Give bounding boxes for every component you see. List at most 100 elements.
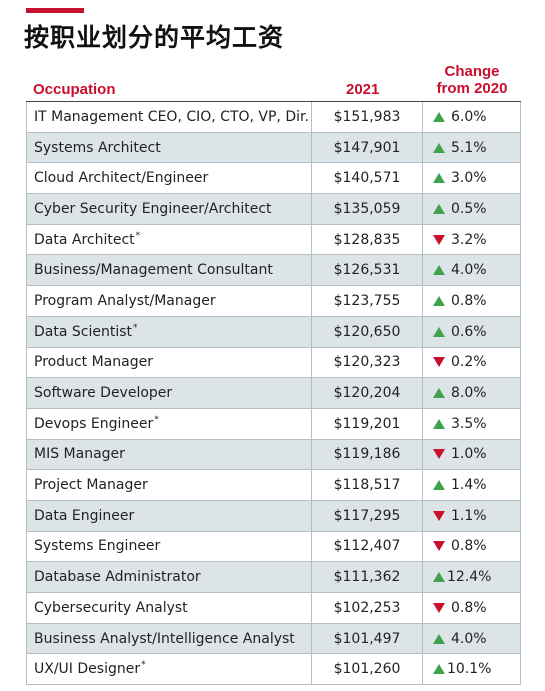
occupation-name: Database Administrator [34,569,201,586]
change-value: 0.5% [451,200,487,217]
arrow-down-icon [433,234,445,245]
change-cell: 12.4% [422,562,521,592]
salary-cell: $128,835 [311,224,422,255]
arrow-up-icon [433,418,445,429]
occupation-name: IT Management CEO, CIO, CTO, VP, Dir. [34,108,309,125]
arrow-up-icon [433,572,445,583]
salary-cell: $120,650 [311,316,422,347]
change-cell: 10.1% [422,654,521,685]
table-row: Program Analyst/Manager $123,755 0.8% [26,286,521,317]
occupation-cell: Cloud Architect/Engineer [26,163,311,194]
header-change-line1: Change [444,63,500,80]
accent-bar [26,8,84,13]
change-value: 6.0% [451,108,487,125]
table-row: Database Administrator $111,362 12.4% [26,562,521,593]
arrow-up-icon [433,203,445,214]
salary-cell: $111,362 [311,562,422,592]
salary-cell: $140,571 [311,163,422,194]
arrow-up-icon [433,326,445,337]
header-change-line2: from 2020 [436,80,508,97]
header-occupation: Occupation [33,81,116,98]
change-cell: 6.0% [422,102,521,132]
occupation-name: Data Architect [34,231,135,248]
change-cell: 1.4% [422,470,521,500]
change-cell: 5.1% [422,132,521,163]
change-value: 10.1% [447,661,492,678]
change-cell: 4.0% [422,623,521,654]
occupation-cell: Project Manager [26,470,311,500]
occupation-name: Business Analyst/Intelligence Analyst [34,630,295,647]
arrow-up-icon [433,265,445,276]
change-value: 3.0% [451,170,487,187]
occupation-cell: UX/UI Designer * [26,654,311,685]
occupation-cell: Systems Engineer [26,531,311,562]
occupation-name: Cloud Architect/Engineer [34,170,209,187]
salary-cell: $119,186 [311,439,422,470]
occupation-cell: Business/Management Consultant [26,255,311,286]
occupation-cell: Systems Architect [26,132,311,163]
header-year: 2021 [346,81,380,98]
change-cell: 3.0% [422,163,521,194]
occupation-cell: Program Analyst/Manager [26,286,311,316]
change-value: 4.0% [451,630,487,647]
occupation-cell: Cybersecurity Analyst [26,593,311,623]
page-title: 按职业划分的平均工资 [24,23,285,52]
occupation-cell: Software Developer [26,378,311,408]
occupation-cell: IT Management CEO, CIO, CTO, VP, Dir. [26,102,311,132]
arrow-down-icon [433,541,445,552]
table-row: Data Scientist * $120,650 0.6% [26,316,521,348]
occupation-name: Cybersecurity Analyst [34,599,188,616]
occupation-cell: Data Architect * [26,224,311,255]
change-value: 0.8% [451,538,487,555]
change-value: 0.6% [451,323,487,340]
occupation-name: MIS Manager [34,446,125,463]
arrow-up-icon [433,295,445,306]
change-value: 1.4% [451,477,487,494]
occupation-cell: Business Analyst/Intelligence Analyst [26,623,311,654]
salary-cell: $119,201 [311,408,422,439]
change-cell: 0.5% [422,194,521,224]
change-cell: 3.2% [422,224,521,255]
salary-cell: $135,059 [311,194,422,224]
arrow-down-icon [433,449,445,460]
table-row: Cyber Security Engineer/Architect $135,05… [26,194,521,225]
change-value: 3.5% [451,415,487,432]
change-value: 0.8% [451,599,487,616]
arrow-up-icon [433,173,445,184]
salary-cell: $117,295 [311,500,422,531]
table-row: Cybersecurity Analyst $102,253 0.8% [26,593,521,624]
change-cell: 0.8% [422,531,521,562]
occupation-name: Data Scientist [34,323,132,340]
change-cell: 1.0% [422,439,521,470]
table-row: MIS Manager $119,186 1.0% [26,439,521,471]
table-row: Project Manager $118,517 1.4% [26,470,521,501]
change-cell: 0.6% [422,316,521,347]
change-value: 8.0% [451,385,487,402]
change-cell: 1.1% [422,500,521,531]
change-value: 1.1% [451,507,487,524]
occupation-name: UX/UI Designer [34,661,141,678]
table-row: Business Analyst/Intelligence Analyst $10… [26,623,521,655]
change-value: 0.8% [451,292,487,309]
table-row: Cloud Architect/Engineer $140,571 3.0% [26,163,521,195]
occupation-name: Software Developer [34,385,173,402]
salary-table: IT Management CEO, CIO, CTO, VP, Dir. $15… [26,101,521,686]
arrow-down-icon [433,510,445,521]
salary-cell: $120,323 [311,347,422,378]
occupation-name: Devops Engineer [34,415,154,432]
change-value: 3.2% [451,231,487,248]
salary-cell: $151,983 [311,102,422,132]
salary-cell: $102,253 [311,593,422,623]
table-row: Business/Management Consultant $126,531 4.… [26,255,521,287]
arrow-up-icon [433,142,445,153]
salary-cell: $120,204 [311,378,422,408]
occupation-name: Project Manager [34,477,148,494]
salary-cell: $101,260 [311,654,422,685]
change-cell: 3.5% [422,408,521,439]
occupation-name: Program Analyst/Manager [34,292,216,309]
arrow-down-icon [433,602,445,613]
occupation-name: Product Manager [34,354,153,371]
arrow-up-icon [433,480,445,491]
change-cell: 4.0% [422,255,521,286]
change-cell: 0.2% [422,347,521,378]
